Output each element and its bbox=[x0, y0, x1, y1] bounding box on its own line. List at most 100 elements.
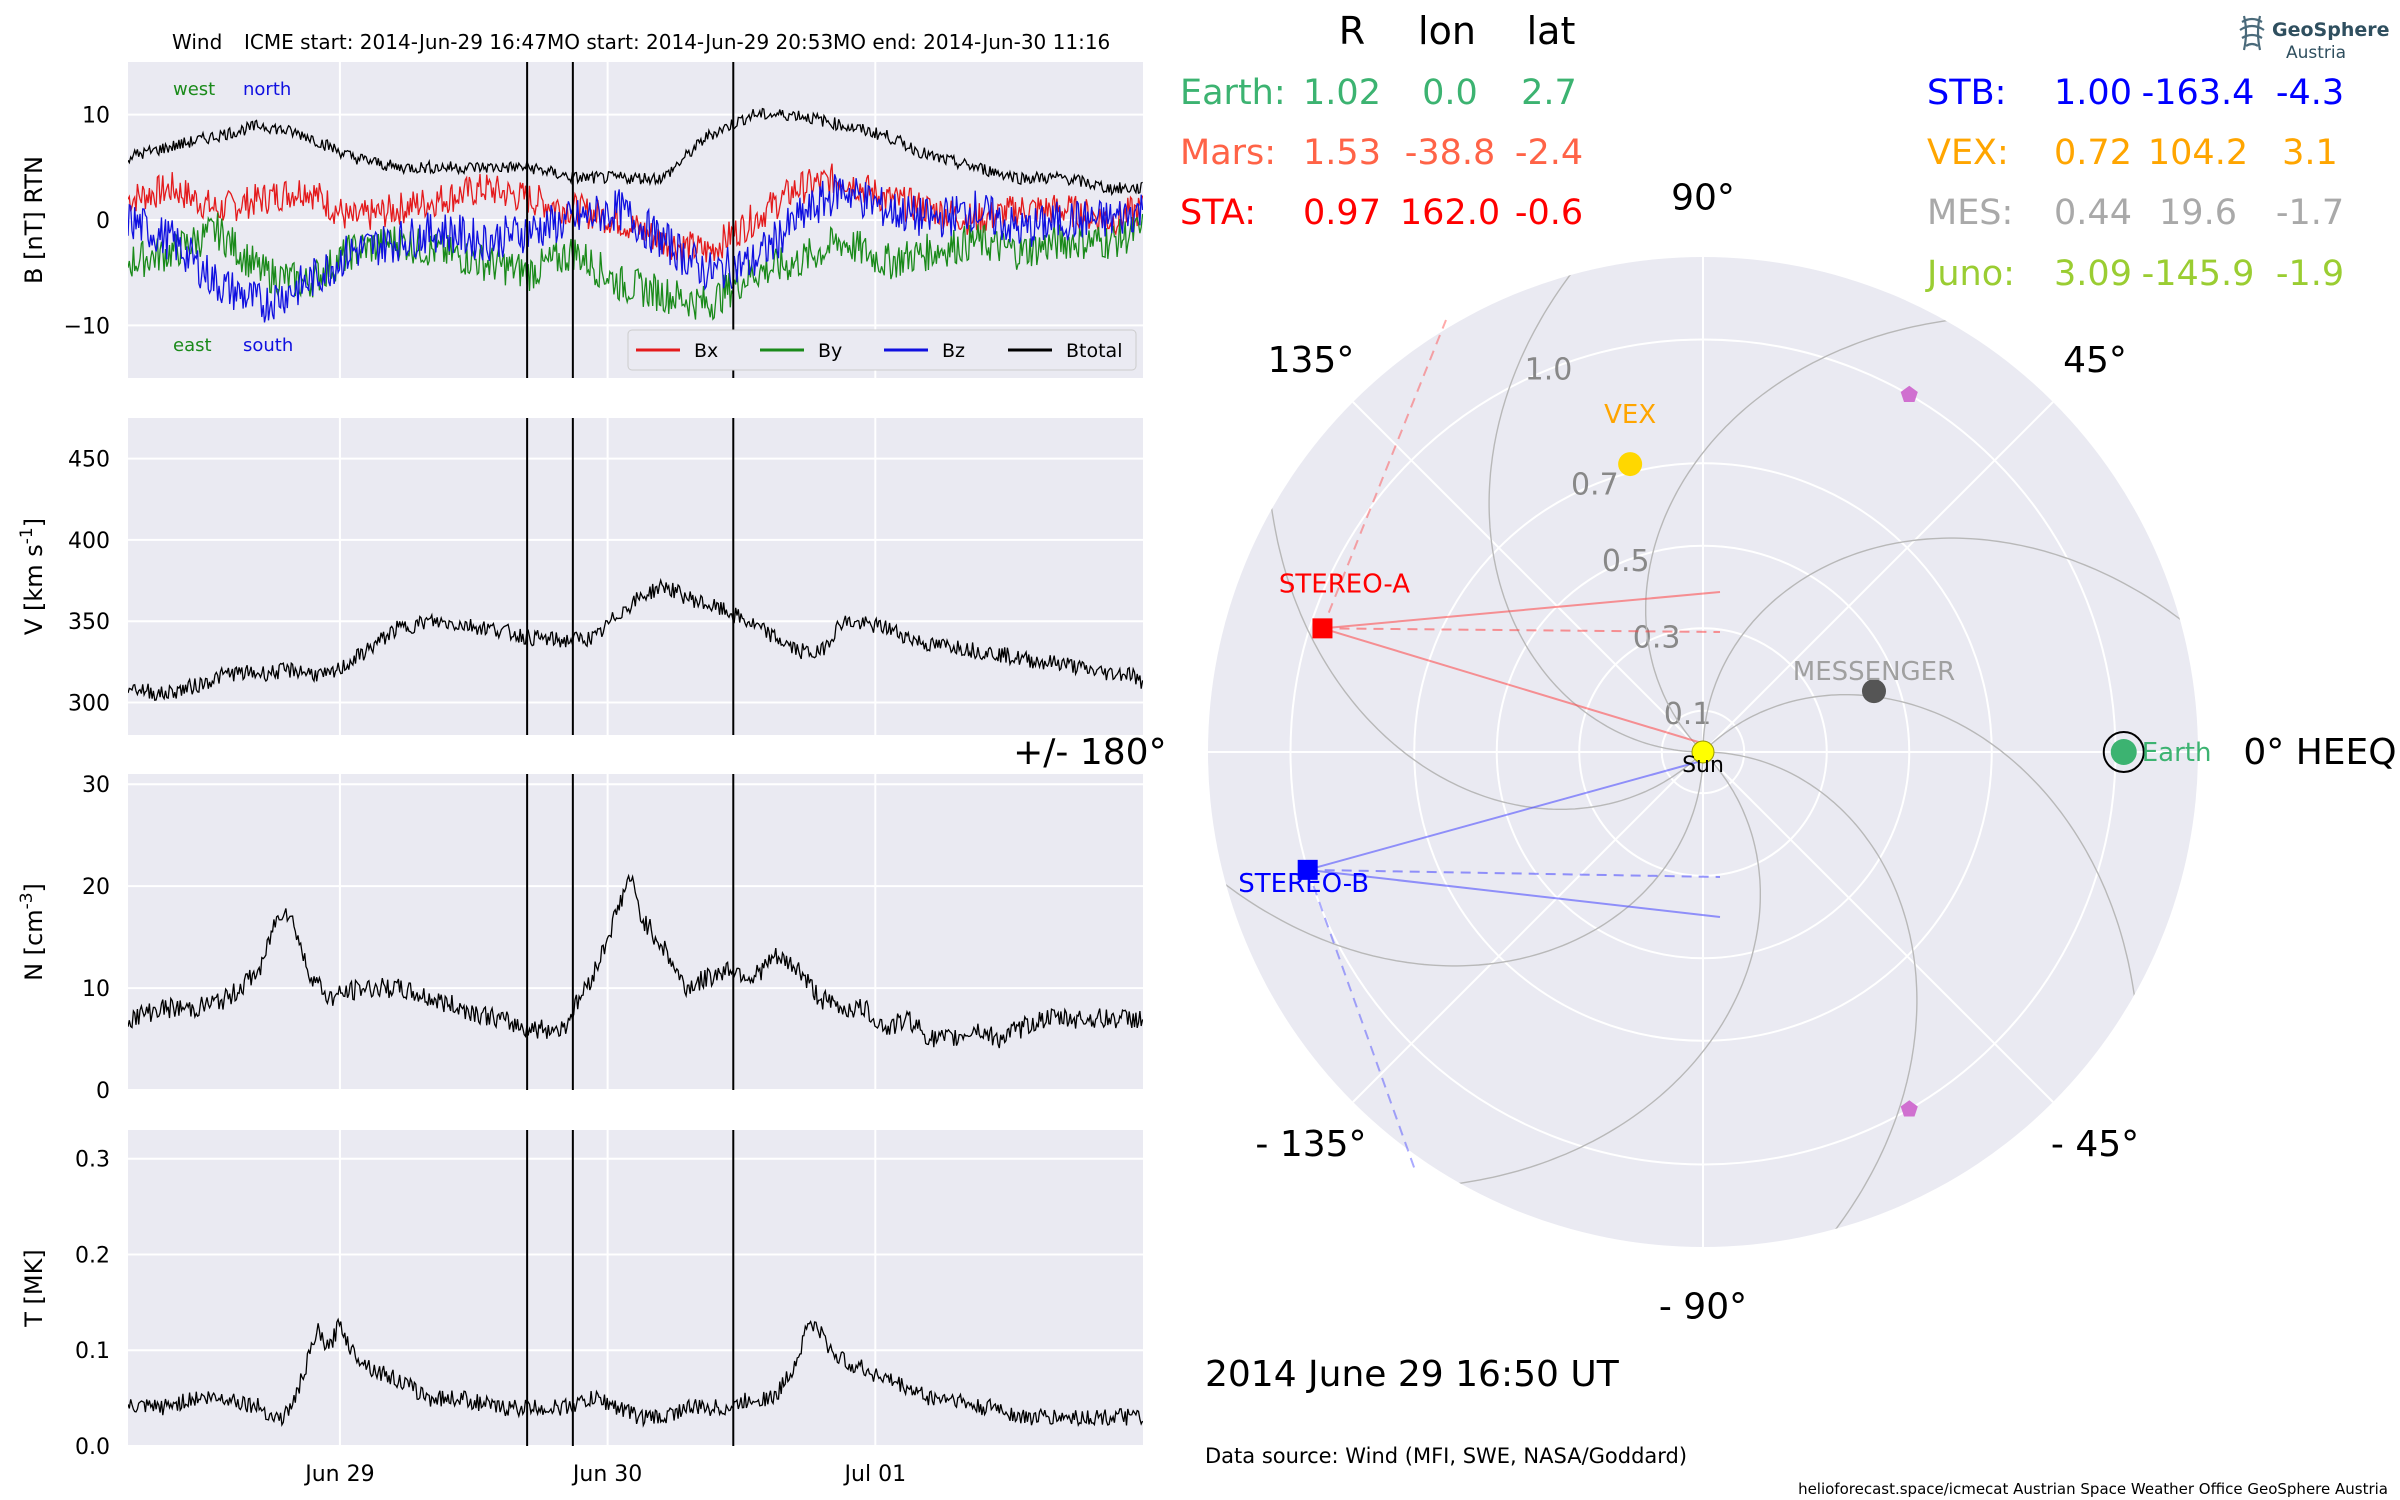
table-cell: 0.44 bbox=[2054, 193, 2132, 233]
angle-label: 135° bbox=[1268, 340, 1355, 381]
view-line-dashed-outer bbox=[1306, 869, 1416, 1171]
y-tick-label: 300 bbox=[68, 691, 110, 716]
label-vex: VEX bbox=[1604, 400, 1656, 430]
series-line-by bbox=[128, 212, 1143, 321]
legend-label-btotal: Btotal bbox=[1066, 340, 1122, 362]
table-cell: 104.2 bbox=[2148, 133, 2248, 173]
geosphere-logo-icon bbox=[2239, 15, 2265, 51]
view-lines-stereo-b bbox=[1306, 759, 1721, 1171]
spiral-line bbox=[1488, 257, 1968, 753]
table-cell: 1.00 bbox=[2054, 73, 2132, 113]
marker-sun bbox=[1691, 740, 1715, 764]
y-axis-label: V [km s-1] bbox=[17, 518, 48, 635]
table-cell: -1.9 bbox=[2276, 254, 2344, 294]
view-line-dashed bbox=[1322, 627, 1721, 633]
y-tick-label: 0 bbox=[96, 1079, 110, 1104]
y-tick-label: 0.0 bbox=[75, 1435, 110, 1460]
series-line-t bbox=[128, 1317, 1143, 1428]
view-line-dashed bbox=[1307, 868, 1721, 878]
y-tick-label: 10 bbox=[82, 104, 110, 129]
radial-tick-label: 0.1 bbox=[1664, 697, 1712, 732]
title-spacecraft: Wind bbox=[172, 30, 222, 54]
label-earth: Earth bbox=[2142, 738, 2212, 768]
y-tick-label: 350 bbox=[68, 610, 110, 635]
y-tick-label: 450 bbox=[68, 448, 110, 473]
y-tick-label: 30 bbox=[82, 773, 110, 798]
table-row-label: MES: bbox=[1927, 193, 2013, 233]
y-tick-label: 0.3 bbox=[75, 1148, 110, 1173]
table-cell: -4.3 bbox=[2276, 73, 2344, 113]
annotation-west: west bbox=[173, 79, 215, 100]
view-line-dashed-outer bbox=[1321, 319, 1447, 629]
x-tick-label: Jun 30 bbox=[571, 1462, 642, 1487]
radial-tick-label: 1.0 bbox=[1525, 353, 1573, 388]
panel-2: 300 350 400 450 V [km s-1] bbox=[17, 418, 1143, 735]
table-row-label: STA: bbox=[1180, 193, 1256, 233]
timeseries-panels: −10 0 10 B [nT] RTN 300 350 400 450 V [km s-1] 0 1… bbox=[17, 62, 1143, 1487]
panel-background bbox=[128, 418, 1143, 735]
table-row-label: Juno: bbox=[1925, 254, 2015, 294]
y-tick-label: 10 bbox=[82, 977, 110, 1002]
panel-4: 0.0 0.1 0.2 0.3 T [MK] bbox=[20, 1130, 1143, 1460]
y-axis-label: B [nT] RTN bbox=[20, 156, 48, 284]
angle-label: 0° HEEQ bbox=[2243, 732, 2396, 773]
table-cell: 19.6 bbox=[2159, 193, 2237, 233]
series-line-v bbox=[128, 577, 1143, 701]
table-cell: -145.9 bbox=[2142, 254, 2255, 294]
panel-1: −10 0 10 B [nT] RTN bbox=[20, 62, 1143, 378]
label-stereo-a: STEREO-A bbox=[1279, 569, 1410, 599]
angle-label: - 135° bbox=[1255, 1124, 1366, 1165]
marker-messenger bbox=[1861, 679, 1886, 704]
table-cell: -2.4 bbox=[1515, 133, 1583, 173]
table-cell: -163.4 bbox=[2142, 73, 2255, 113]
table-cell: -0.6 bbox=[1515, 193, 1583, 233]
marker-stereo-a bbox=[1312, 618, 1333, 639]
title-icme-start: ICME start: 2014-Jun-29 16:47 bbox=[244, 30, 547, 54]
label-sun: Sun bbox=[1682, 753, 1724, 778]
y-tick-label: 400 bbox=[68, 529, 110, 554]
marker-vex bbox=[1618, 452, 1643, 477]
table-cell: -1.7 bbox=[2276, 193, 2344, 233]
x-tick-label: Jun 29 bbox=[303, 1462, 374, 1487]
datetime-label: 2014 June 29 16:50 UT bbox=[1205, 1354, 1620, 1395]
marker-earth-ring bbox=[2102, 731, 2145, 773]
y-tick-label: −10 bbox=[64, 314, 110, 339]
table-cell: 2.7 bbox=[1521, 73, 1577, 113]
spiral-line bbox=[1438, 751, 1918, 1247]
table-row-label: Earth: bbox=[1180, 73, 1286, 113]
legend-label-bz: Bz bbox=[942, 340, 965, 362]
y-tick-label: 0 bbox=[96, 209, 110, 234]
panel-3: 0 10 20 30 N [cm-3] bbox=[17, 773, 1143, 1104]
x-tick-label: Jul 01 bbox=[843, 1462, 907, 1487]
radial-tick-label: 0.5 bbox=[1602, 544, 1650, 579]
table-header-r: R bbox=[1339, 9, 1365, 53]
table-cell: 0.72 bbox=[2054, 133, 2132, 173]
polar-ring bbox=[1413, 462, 1993, 1042]
title-mo-end: MO end: 2014-Jun-30 11:16 bbox=[833, 30, 1110, 54]
table-header-lat: lat bbox=[1527, 9, 1576, 53]
spiral-line bbox=[1208, 487, 1704, 967]
b-legend: Bx By Bz Btotal bbox=[627, 329, 1137, 371]
marker-pentagon-lower bbox=[1900, 1100, 1918, 1117]
angle-label: - 45° bbox=[2051, 1124, 2139, 1165]
view-line bbox=[1307, 759, 1705, 871]
legend-label-by: By bbox=[818, 340, 842, 362]
table-cell: 1.02 bbox=[1303, 73, 1381, 113]
angle-label: 90° bbox=[1671, 178, 1735, 219]
angle-label: 45° bbox=[2063, 340, 2127, 381]
legend-label-bx: Bx bbox=[694, 340, 718, 362]
y-tick-label: 0.1 bbox=[75, 1339, 110, 1364]
radial-tick-label: 0.3 bbox=[1633, 620, 1681, 655]
view-lines-stereo-a bbox=[1321, 319, 1721, 745]
data-source-label: Data source: Wind (MFI, SWE, NASA/Goddar… bbox=[1205, 1444, 1687, 1468]
label-stereo-b: STEREO-B bbox=[1238, 869, 1369, 899]
marker-pentagon-upper bbox=[1900, 385, 1918, 402]
table-row-label: Mars: bbox=[1180, 133, 1276, 173]
marker-stereo-b bbox=[1297, 859, 1318, 880]
polar-plot: 0.1 0.3 0.5 0.7 1.0 0° HEEQ 45° 90° 135° +/- 180°… bbox=[1013, 178, 2397, 1328]
view-line bbox=[1322, 627, 1705, 745]
y-tick-label: 0.2 bbox=[75, 1243, 110, 1268]
y-axis-label: T [MK] bbox=[20, 1249, 48, 1327]
radial-tick-label: 0.7 bbox=[1571, 467, 1619, 502]
